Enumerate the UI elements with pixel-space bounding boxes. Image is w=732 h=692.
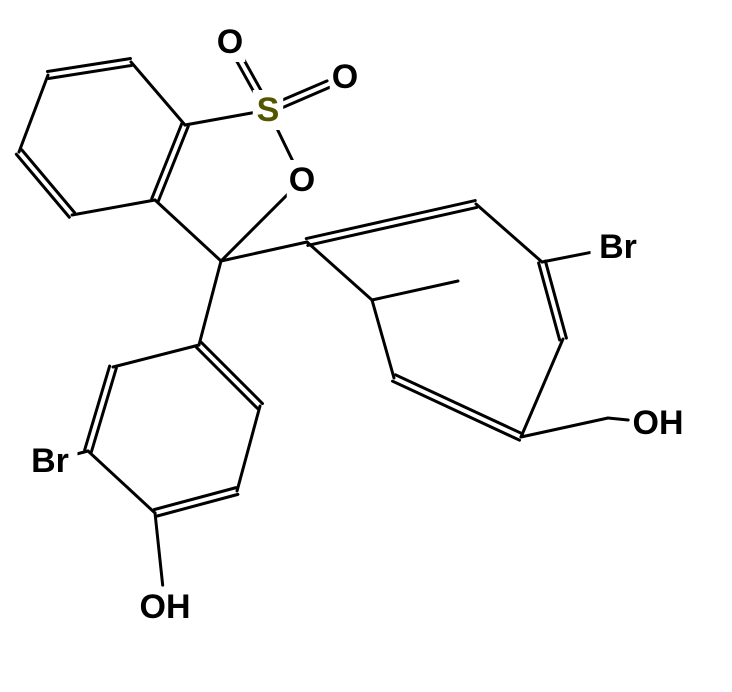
bond (199, 261, 221, 345)
bond (521, 418, 608, 437)
atom-label-S: S (257, 91, 280, 129)
bond (158, 126, 188, 201)
bond (152, 124, 182, 199)
bond (185, 112, 254, 125)
bonds-group (16, 56, 628, 585)
bond (77, 451, 88, 454)
bond (521, 339, 563, 437)
bond (155, 513, 163, 585)
bond (19, 75, 48, 152)
bond (47, 59, 130, 72)
bond (113, 345, 199, 367)
bond (16, 154, 69, 217)
bond (476, 204, 542, 262)
atom-label-Br2: Br (599, 228, 637, 266)
bond (308, 207, 477, 245)
molecule-diagram: SOOOBrOHBrOH (0, 0, 732, 692)
bond (221, 191, 291, 261)
bond (49, 65, 132, 78)
atom-label-O1: O (217, 23, 243, 61)
bond (22, 150, 75, 213)
atom-label-O3: O (289, 161, 315, 199)
bond (72, 200, 155, 215)
atom-label-Br1: Br (31, 442, 69, 480)
bond (197, 347, 258, 408)
bond (307, 242, 372, 300)
atom-label-OH1: OH (140, 588, 191, 626)
bond (131, 62, 185, 125)
bond (201, 343, 262, 404)
bond (237, 406, 260, 491)
bond (395, 375, 522, 434)
bond (155, 200, 221, 261)
bond (372, 281, 458, 300)
bond (88, 451, 155, 513)
bond (221, 242, 307, 261)
bond (393, 381, 520, 440)
bond (306, 201, 475, 239)
atom-label-O2: O (332, 58, 358, 96)
atoms-group: SOOOBrOHBrOH (23, 22, 686, 627)
bond (372, 300, 394, 378)
atom-label-OH2: OH (633, 404, 684, 442)
bond (608, 418, 628, 420)
bond (542, 252, 591, 262)
